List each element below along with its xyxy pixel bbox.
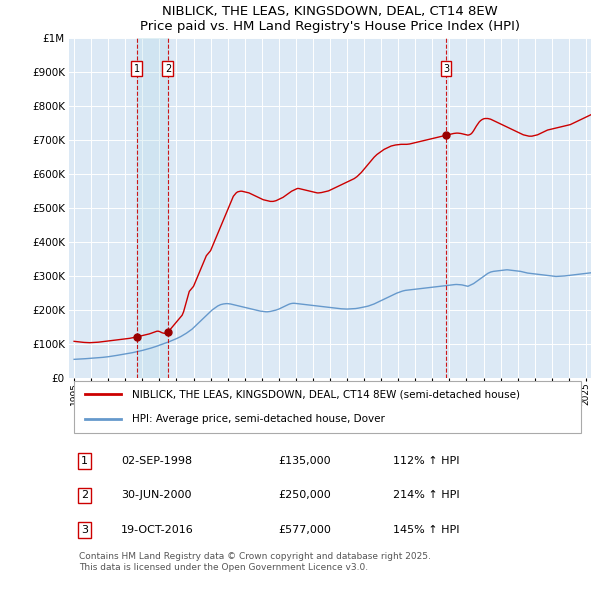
Text: 2: 2 <box>165 64 171 74</box>
Text: 145% ↑ HPI: 145% ↑ HPI <box>392 525 459 535</box>
Text: 2: 2 <box>81 490 88 500</box>
Text: 30-JUN-2000: 30-JUN-2000 <box>121 490 192 500</box>
Text: £250,000: £250,000 <box>278 490 331 500</box>
Text: 19-OCT-2016: 19-OCT-2016 <box>121 525 194 535</box>
Text: 1: 1 <box>81 456 88 466</box>
Text: £577,000: £577,000 <box>278 525 331 535</box>
Text: 214% ↑ HPI: 214% ↑ HPI <box>392 490 459 500</box>
Text: £135,000: £135,000 <box>278 456 331 466</box>
Text: 3: 3 <box>443 64 449 74</box>
Text: 02-SEP-1998: 02-SEP-1998 <box>121 456 193 466</box>
Text: 112% ↑ HPI: 112% ↑ HPI <box>392 456 459 466</box>
FancyBboxPatch shape <box>74 381 581 432</box>
Bar <box>137 38 168 378</box>
Text: Contains HM Land Registry data © Crown copyright and database right 2025.
This d: Contains HM Land Registry data © Crown c… <box>79 552 431 572</box>
Text: 1: 1 <box>134 64 140 74</box>
Text: HPI: Average price, semi-detached house, Dover: HPI: Average price, semi-detached house,… <box>131 414 385 424</box>
Title: NIBLICK, THE LEAS, KINGSDOWN, DEAL, CT14 8EW
Price paid vs. HM Land Registry's H: NIBLICK, THE LEAS, KINGSDOWN, DEAL, CT14… <box>140 5 520 33</box>
Text: 3: 3 <box>81 525 88 535</box>
Text: NIBLICK, THE LEAS, KINGSDOWN, DEAL, CT14 8EW (semi-detached house): NIBLICK, THE LEAS, KINGSDOWN, DEAL, CT14… <box>131 389 520 399</box>
